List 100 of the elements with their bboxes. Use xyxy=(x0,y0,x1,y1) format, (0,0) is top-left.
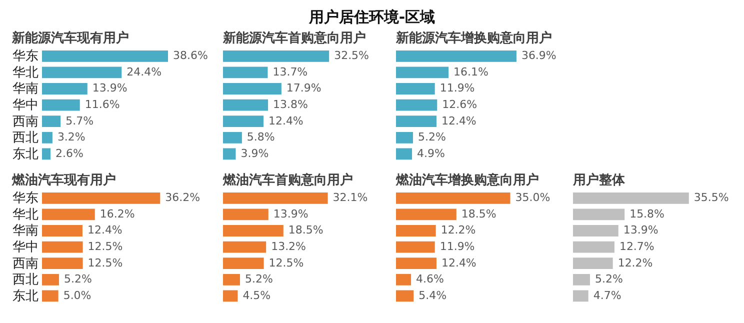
chart-title: 新能源汽车增换购意向用户 xyxy=(395,30,552,46)
bar xyxy=(42,241,83,253)
bar xyxy=(396,290,414,302)
data-label: 5.2% xyxy=(244,272,273,286)
bar xyxy=(223,241,266,253)
chart-title: 新能源汽车首购意向用户 xyxy=(222,30,366,46)
data-label: 13.9% xyxy=(623,224,658,237)
bar xyxy=(396,241,435,253)
y-tick-label: 华东 xyxy=(12,49,39,64)
y-tick-label: 华南 xyxy=(12,224,39,239)
data-label: 5.7% xyxy=(66,114,94,128)
bar xyxy=(223,50,330,62)
data-label: 4.7% xyxy=(593,288,622,302)
bar xyxy=(223,225,284,236)
bar xyxy=(573,258,613,270)
data-label: 18.5% xyxy=(461,207,496,220)
chart-title: 用户整体 xyxy=(572,172,626,188)
bar xyxy=(223,258,264,270)
chart-title: 燃油汽车增换购意向用户 xyxy=(395,172,540,188)
chart-title: 燃油汽车现有用户 xyxy=(11,172,116,188)
text: 用户居住环境-区域 xyxy=(308,8,436,27)
bar xyxy=(42,132,52,144)
bar xyxy=(42,50,168,62)
data-label: 35.0% xyxy=(515,191,550,204)
data-label: 12.4% xyxy=(441,256,476,270)
bar xyxy=(42,225,82,236)
data-label: 13.2% xyxy=(271,240,306,254)
data-label: 12.5% xyxy=(88,240,123,254)
y-tick-label: 东北 xyxy=(12,288,39,304)
data-label: 5.2% xyxy=(64,272,92,286)
data-label: 18.5% xyxy=(288,224,324,237)
bar xyxy=(396,116,436,128)
data-label: 17.9% xyxy=(286,82,322,95)
bar xyxy=(573,208,625,220)
bar xyxy=(573,274,590,286)
chart-title: 燃油汽车首购意向用户 xyxy=(222,172,354,188)
data-label: 12.4% xyxy=(87,224,122,237)
data-label: 13.7% xyxy=(272,65,308,78)
data-label: 13.9% xyxy=(273,207,308,220)
y-tick-label: 西北 xyxy=(12,130,39,146)
data-label: 32.5% xyxy=(334,49,369,62)
data-label: 11.9% xyxy=(440,240,475,254)
data-label: 11.9% xyxy=(440,82,475,95)
bar xyxy=(42,148,50,160)
bar xyxy=(573,290,588,302)
data-label: 36.9% xyxy=(521,49,556,62)
bar xyxy=(223,192,328,204)
data-label: 35.5% xyxy=(694,191,729,204)
bar xyxy=(396,99,438,111)
bar xyxy=(573,192,689,204)
bar xyxy=(42,66,122,78)
data-label: 15.8% xyxy=(630,207,664,220)
bar xyxy=(396,66,449,78)
bar xyxy=(42,99,80,111)
bar xyxy=(396,208,456,220)
data-label: 12.4% xyxy=(268,114,304,128)
bar xyxy=(42,83,88,94)
bar xyxy=(42,274,59,286)
bar xyxy=(223,66,268,78)
data-label: 12.4% xyxy=(441,114,476,128)
bar xyxy=(223,148,236,160)
bar xyxy=(396,132,413,144)
data-label: 12.7% xyxy=(619,240,654,254)
bar xyxy=(223,83,282,94)
data-label: 32.1% xyxy=(332,191,368,204)
bar xyxy=(396,192,510,204)
data-label: 12.6% xyxy=(442,98,478,112)
bar xyxy=(42,290,58,302)
data-label: 5.0% xyxy=(63,288,92,302)
data-label: 5.8% xyxy=(246,130,275,144)
data-label: 12.5% xyxy=(268,256,304,270)
bar xyxy=(223,99,268,111)
data-label: 13.8% xyxy=(273,98,308,112)
y-tick-label: 西南 xyxy=(12,114,39,130)
bar xyxy=(396,225,436,236)
data-label: 12.2% xyxy=(440,224,476,237)
data-label: 36.2% xyxy=(165,191,200,204)
bar xyxy=(223,290,238,302)
data-label: 5.4% xyxy=(418,288,447,302)
bar xyxy=(396,83,435,94)
bar xyxy=(223,274,240,286)
data-label: 3.2% xyxy=(57,130,86,144)
y-tick-label: 华中 xyxy=(12,240,39,256)
bar xyxy=(396,258,436,270)
data-label: 4.6% xyxy=(416,272,444,286)
data-label: 24.4% xyxy=(126,65,162,78)
data-label: 38.6% xyxy=(173,49,208,62)
data-label: 12.2% xyxy=(618,256,653,270)
data-label: 11.6% xyxy=(84,98,120,112)
data-label: 16.1% xyxy=(454,65,488,78)
bar xyxy=(42,116,61,128)
bar xyxy=(223,116,264,128)
chart-title: 新能源汽车现有用户 xyxy=(11,30,130,46)
bar xyxy=(223,208,268,220)
y-tick-label: 东北 xyxy=(12,146,39,162)
y-tick-label: 西南 xyxy=(12,256,39,272)
bar xyxy=(396,274,412,286)
y-tick-label: 华北 xyxy=(12,207,39,222)
data-label: 3.9% xyxy=(240,146,269,160)
bar xyxy=(42,192,160,204)
